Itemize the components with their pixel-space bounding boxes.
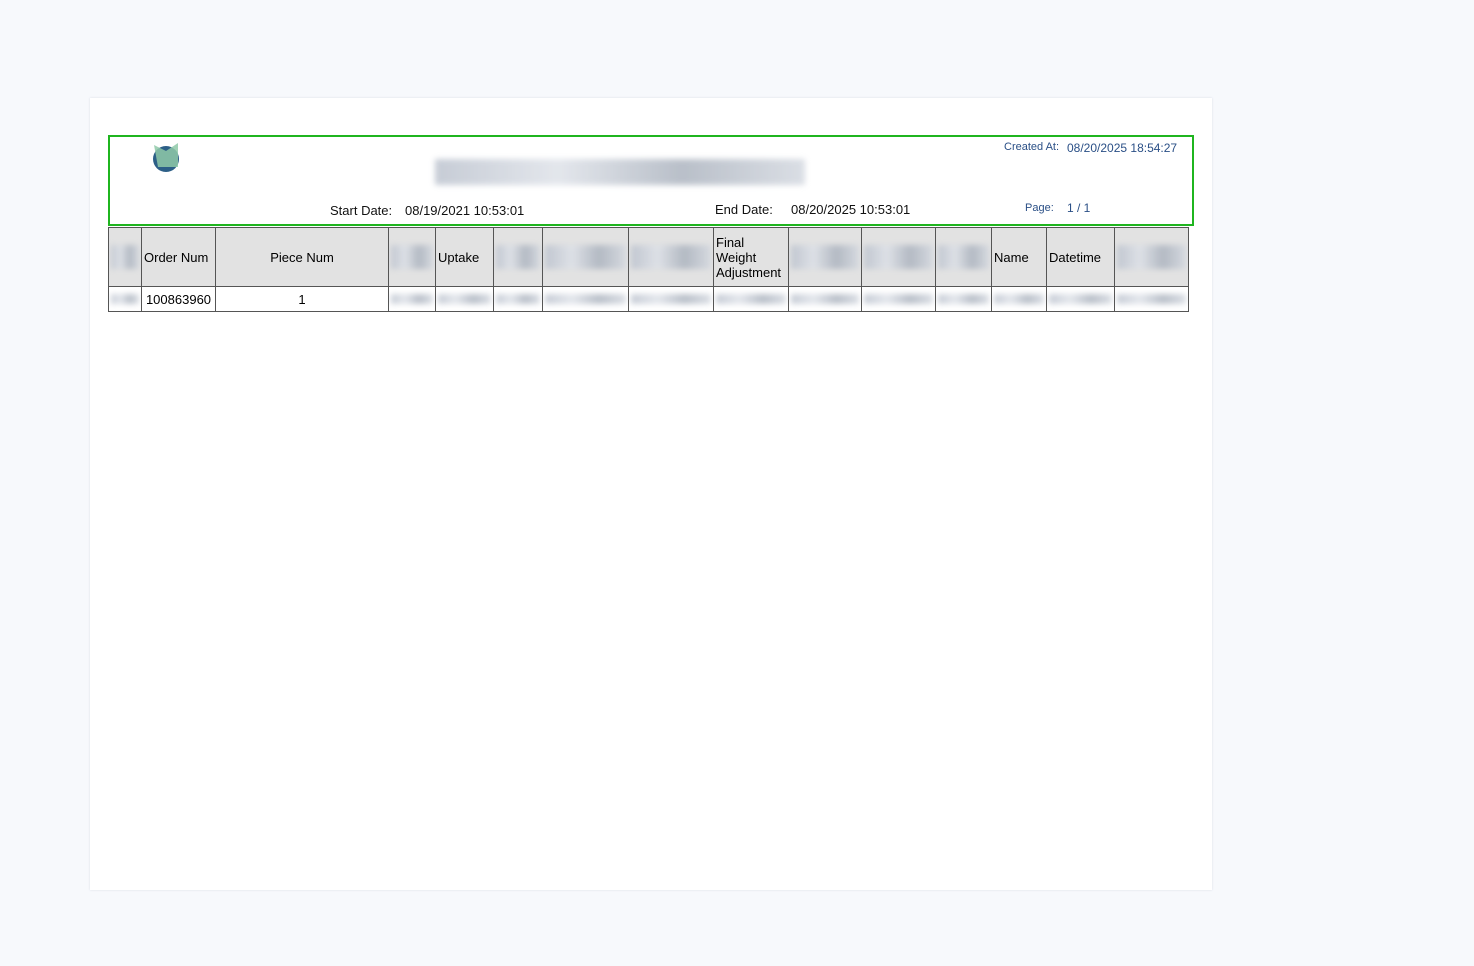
- blurred-cell: [938, 294, 989, 304]
- cell-text: 1: [298, 291, 306, 307]
- cell: [935, 286, 992, 312]
- cell: 100863960: [141, 286, 216, 312]
- cell: [542, 227, 629, 287]
- cell: [388, 286, 436, 312]
- header-row: Order Num Piece Num Uptake Final Weight Adj…: [108, 227, 1189, 287]
- blurred-cell: [391, 294, 433, 304]
- blurred-cell: [545, 294, 626, 304]
- cell: [861, 286, 936, 312]
- data-row: 100863960 1: [108, 286, 1189, 312]
- blurred-cell: [111, 294, 139, 304]
- blurred-cell: [791, 294, 859, 304]
- cell: Name: [991, 227, 1047, 287]
- cell: 1: [215, 286, 389, 312]
- cell-text: Name: [994, 249, 1029, 265]
- end-value: 08/20/2025 10:53:01: [791, 202, 911, 217]
- page-value: 1 / 1: [1067, 201, 1091, 215]
- cell-text: Final Weight Adjustment: [716, 234, 782, 280]
- cell-text: Uptake: [438, 249, 480, 265]
- cell: [108, 286, 142, 312]
- blurred-cell: [1117, 245, 1186, 269]
- report-table: Order Num Piece Num Uptake Final Weight Adj…: [108, 227, 1189, 312]
- cell: Piece Num: [215, 227, 389, 287]
- blurred-cell: [391, 245, 433, 269]
- cell: [935, 227, 992, 287]
- cell: [628, 227, 714, 287]
- blurred-cell: [631, 245, 711, 269]
- end-label: End Date:: [715, 202, 773, 217]
- cell: [713, 286, 789, 312]
- cell: [991, 286, 1047, 312]
- cell: Final Weight Adjustment: [713, 227, 789, 287]
- cell: Order Num: [141, 227, 216, 287]
- cell: [108, 227, 142, 287]
- cell-text: 100863960: [145, 291, 212, 307]
- blurred-cell: [864, 294, 933, 304]
- logo: [153, 143, 179, 172]
- cell: [542, 286, 629, 312]
- blurred-cell: [545, 245, 626, 269]
- cell: [628, 286, 714, 312]
- blurred-cell: [111, 245, 139, 269]
- start-label: Start Date:: [330, 203, 393, 218]
- cell: [388, 227, 436, 287]
- cell: Uptake: [435, 227, 494, 287]
- blurred-cell: [438, 294, 491, 304]
- blurred-title: [435, 159, 805, 185]
- blurred-cell: [631, 294, 711, 304]
- blurred-cell: [496, 245, 540, 269]
- cell: [493, 286, 543, 312]
- cell: [1046, 286, 1115, 312]
- blurred-cell: [791, 245, 859, 269]
- page-label: Page:: [1025, 202, 1054, 214]
- blurred-cell: [994, 294, 1044, 304]
- blurred-cell: [716, 294, 786, 304]
- cell: Datetime: [1046, 227, 1115, 287]
- cell: [435, 286, 494, 312]
- blurred-cell: [1049, 294, 1112, 304]
- cell: [493, 227, 543, 287]
- cell-text: Piece Num: [270, 249, 334, 265]
- blurred-cell: [938, 245, 989, 269]
- start-value: 08/19/2021 10:53:01: [405, 203, 525, 218]
- cell: [1114, 286, 1189, 312]
- cell: [861, 227, 936, 287]
- cell-text: Order Num: [144, 249, 209, 265]
- cell: [788, 227, 862, 287]
- blurred-cell: [1117, 294, 1186, 304]
- cell-text: Datetime: [1049, 249, 1102, 265]
- report-header: Created At: 08/20/2025 18:54:27 Start Da…: [108, 135, 1194, 226]
- created-value: 08/20/2025 18:54:27: [1067, 141, 1178, 155]
- blurred-cell: [496, 294, 540, 304]
- cell: [1114, 227, 1189, 287]
- created-label: Created At:: [1004, 141, 1060, 153]
- blurred-cell: [864, 245, 933, 269]
- cell: [788, 286, 862, 312]
